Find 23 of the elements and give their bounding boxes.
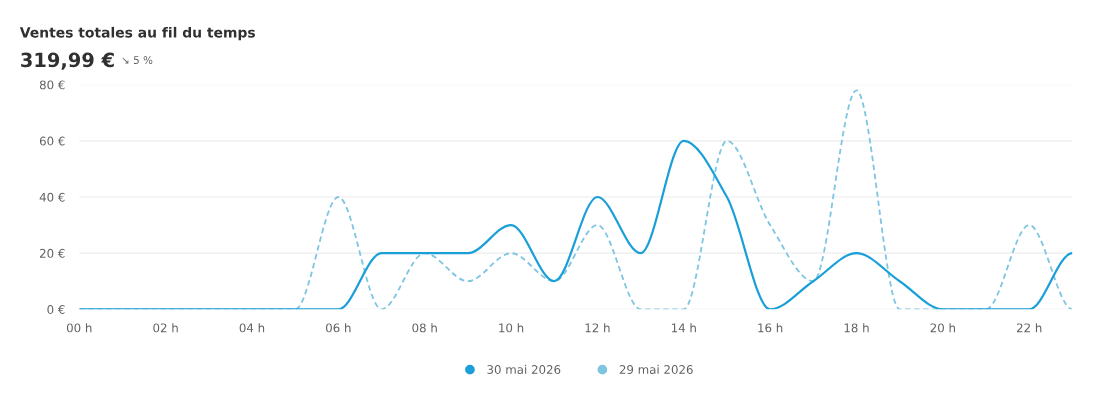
x-tick-label: 14 h xyxy=(671,323,696,333)
text: ↘ 5 % xyxy=(122,56,153,64)
x-tick-label: 20 h xyxy=(930,323,955,333)
x-tick-label: 18 h xyxy=(844,323,869,333)
x-tick-label: 22 h xyxy=(1016,323,1042,333)
chart-title: Ventes totales au fil du temps xyxy=(19,26,255,41)
x-tick-label: 04 h xyxy=(239,323,265,333)
legend-label: 29 mai 2026 xyxy=(619,364,693,374)
line-series xyxy=(79,139,1073,310)
legend-label: 30 mai 2026 xyxy=(487,364,561,374)
x-tick-label: 16 h xyxy=(758,323,783,333)
x-tick-label: 00 h xyxy=(66,323,92,333)
y-tick-label: 60 € xyxy=(39,136,65,146)
y-tick-label: 0 € xyxy=(47,305,65,314)
x-tick-label: 06 h xyxy=(325,323,351,333)
chart-subtitle: 319,99 € xyxy=(21,52,114,70)
y-tick-label: 20 € xyxy=(39,248,65,258)
x-tick-label: 12 h xyxy=(585,323,610,333)
x-tick-label: 10 h xyxy=(499,323,524,333)
y-tick-label: 40 € xyxy=(39,192,65,202)
y-tick-label: 80 € xyxy=(39,80,65,90)
x-tick-label: 08 h xyxy=(412,323,437,333)
x-tick-label: 02 h xyxy=(153,323,178,333)
